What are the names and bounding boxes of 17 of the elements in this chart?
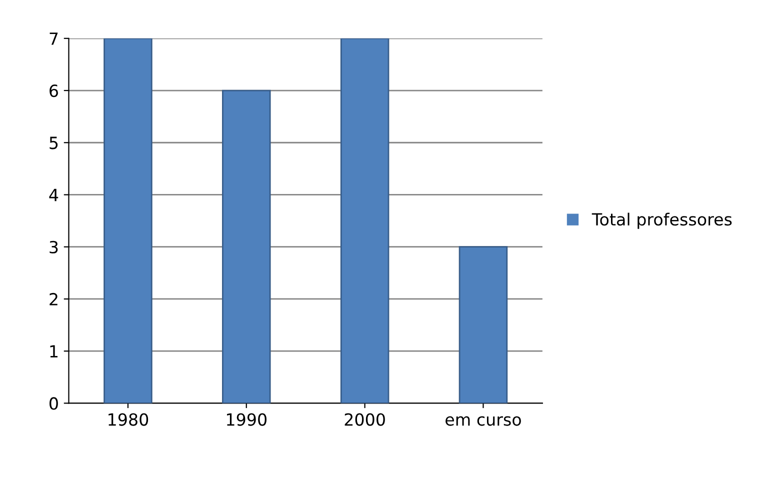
legend-label: Total professores [592,212,732,229]
x-tick-label: em curso [446,416,521,426]
x-tick-label: 1990 [227,413,266,426]
y-tick-label: 7 [50,32,58,45]
y-tick-label: 6 [50,84,58,98]
y-tick-label: 3 [50,240,58,254]
x-tick-label: 1980 [108,413,148,426]
bar [222,90,271,404]
bar [458,246,508,404]
y-tick-label: 1 [50,345,58,358]
bar [340,38,390,404]
x-tick-label: 2000 [344,413,385,426]
bar [104,38,152,404]
y-tick-label: 0 [50,397,58,410]
y-tick-label: 5 [50,136,58,150]
y-tick-label: 4 [49,188,58,202]
y-tick-label: 2 [50,292,58,306]
